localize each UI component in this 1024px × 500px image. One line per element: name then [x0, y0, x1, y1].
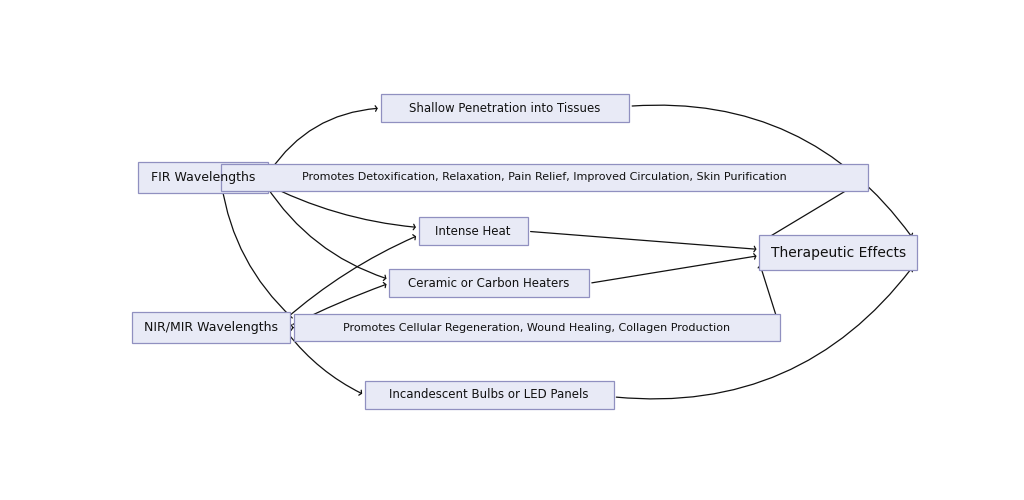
FancyBboxPatch shape [389, 270, 589, 297]
Text: Ceramic or Carbon Heaters: Ceramic or Carbon Heaters [409, 277, 569, 290]
FancyBboxPatch shape [132, 312, 291, 343]
Text: Incandescent Bulbs or LED Panels: Incandescent Bulbs or LED Panels [389, 388, 589, 402]
Text: Therapeutic Effects: Therapeutic Effects [771, 246, 906, 260]
FancyBboxPatch shape [221, 164, 868, 192]
Text: FIR Wavelengths: FIR Wavelengths [152, 171, 256, 184]
Text: Shallow Penetration into Tissues: Shallow Penetration into Tissues [410, 102, 601, 114]
Text: Promotes Detoxification, Relaxation, Pain Relief, Improved Circulation, Skin Pur: Promotes Detoxification, Relaxation, Pai… [302, 172, 787, 182]
Text: Intense Heat: Intense Heat [435, 225, 511, 238]
FancyBboxPatch shape [381, 94, 630, 122]
FancyBboxPatch shape [419, 218, 527, 245]
FancyBboxPatch shape [365, 381, 613, 409]
FancyBboxPatch shape [759, 235, 918, 270]
Text: Promotes Cellular Regeneration, Wound Healing, Collagen Production: Promotes Cellular Regeneration, Wound He… [343, 322, 730, 332]
FancyBboxPatch shape [138, 162, 268, 193]
FancyBboxPatch shape [294, 314, 780, 342]
Text: NIR/MIR Wavelengths: NIR/MIR Wavelengths [144, 321, 279, 334]
